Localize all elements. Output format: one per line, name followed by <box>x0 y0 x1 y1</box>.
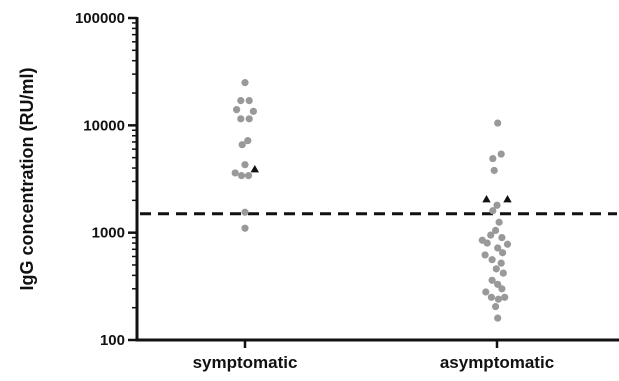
data-point <box>241 208 249 216</box>
data-point <box>487 293 495 301</box>
x-category-label: symptomatic <box>193 353 298 372</box>
data-point <box>503 240 512 248</box>
data-point <box>489 207 497 215</box>
data-points <box>231 79 512 322</box>
data-point <box>492 226 500 234</box>
data-point <box>244 137 252 145</box>
x-category-label: asymptomatic <box>440 353 554 372</box>
data-point <box>488 256 496 264</box>
data-point <box>497 150 505 158</box>
data-point-triangle <box>482 195 491 203</box>
data-point <box>241 79 249 87</box>
data-point <box>488 276 496 284</box>
data-point <box>499 249 507 257</box>
data-point <box>494 295 502 303</box>
data-point <box>495 218 503 226</box>
data-point <box>494 119 502 127</box>
data-point <box>483 239 491 247</box>
data-point <box>233 106 241 114</box>
y-tick-label: 100000 <box>75 10 125 27</box>
data-point <box>499 269 507 277</box>
data-point <box>498 285 506 293</box>
y-axis-title: IgG concentration (RU/ml) <box>17 67 37 290</box>
data-point <box>237 115 245 123</box>
y-tick-label: 100 <box>100 332 125 349</box>
data-point <box>489 154 497 163</box>
y-tick-label: 10000 <box>83 117 125 134</box>
data-point <box>497 259 505 267</box>
data-point <box>494 314 502 322</box>
y-tick-label: 1000 <box>92 225 125 242</box>
data-point <box>241 224 249 232</box>
data-point-triangle <box>503 195 512 203</box>
data-point <box>238 141 246 149</box>
data-point <box>498 233 506 242</box>
data-point <box>490 166 498 175</box>
y-ticks: 100 1000 10000 100000 <box>75 10 137 349</box>
x-ticks: symptomatic asymptomatic <box>193 340 554 372</box>
data-point <box>487 231 495 239</box>
data-point <box>241 161 249 169</box>
data-point <box>245 115 253 123</box>
data-point <box>492 265 500 273</box>
data-point <box>481 251 489 259</box>
data-point <box>244 172 253 180</box>
data-point-triangle <box>250 165 259 173</box>
data-point <box>501 293 509 301</box>
data-point <box>249 107 257 115</box>
data-point <box>237 172 246 180</box>
data-point <box>237 96 245 105</box>
data-point <box>492 302 500 311</box>
data-point <box>494 244 502 252</box>
data-point <box>493 201 501 209</box>
data-point <box>245 96 253 105</box>
data-point <box>231 169 239 177</box>
data-point <box>482 288 490 296</box>
